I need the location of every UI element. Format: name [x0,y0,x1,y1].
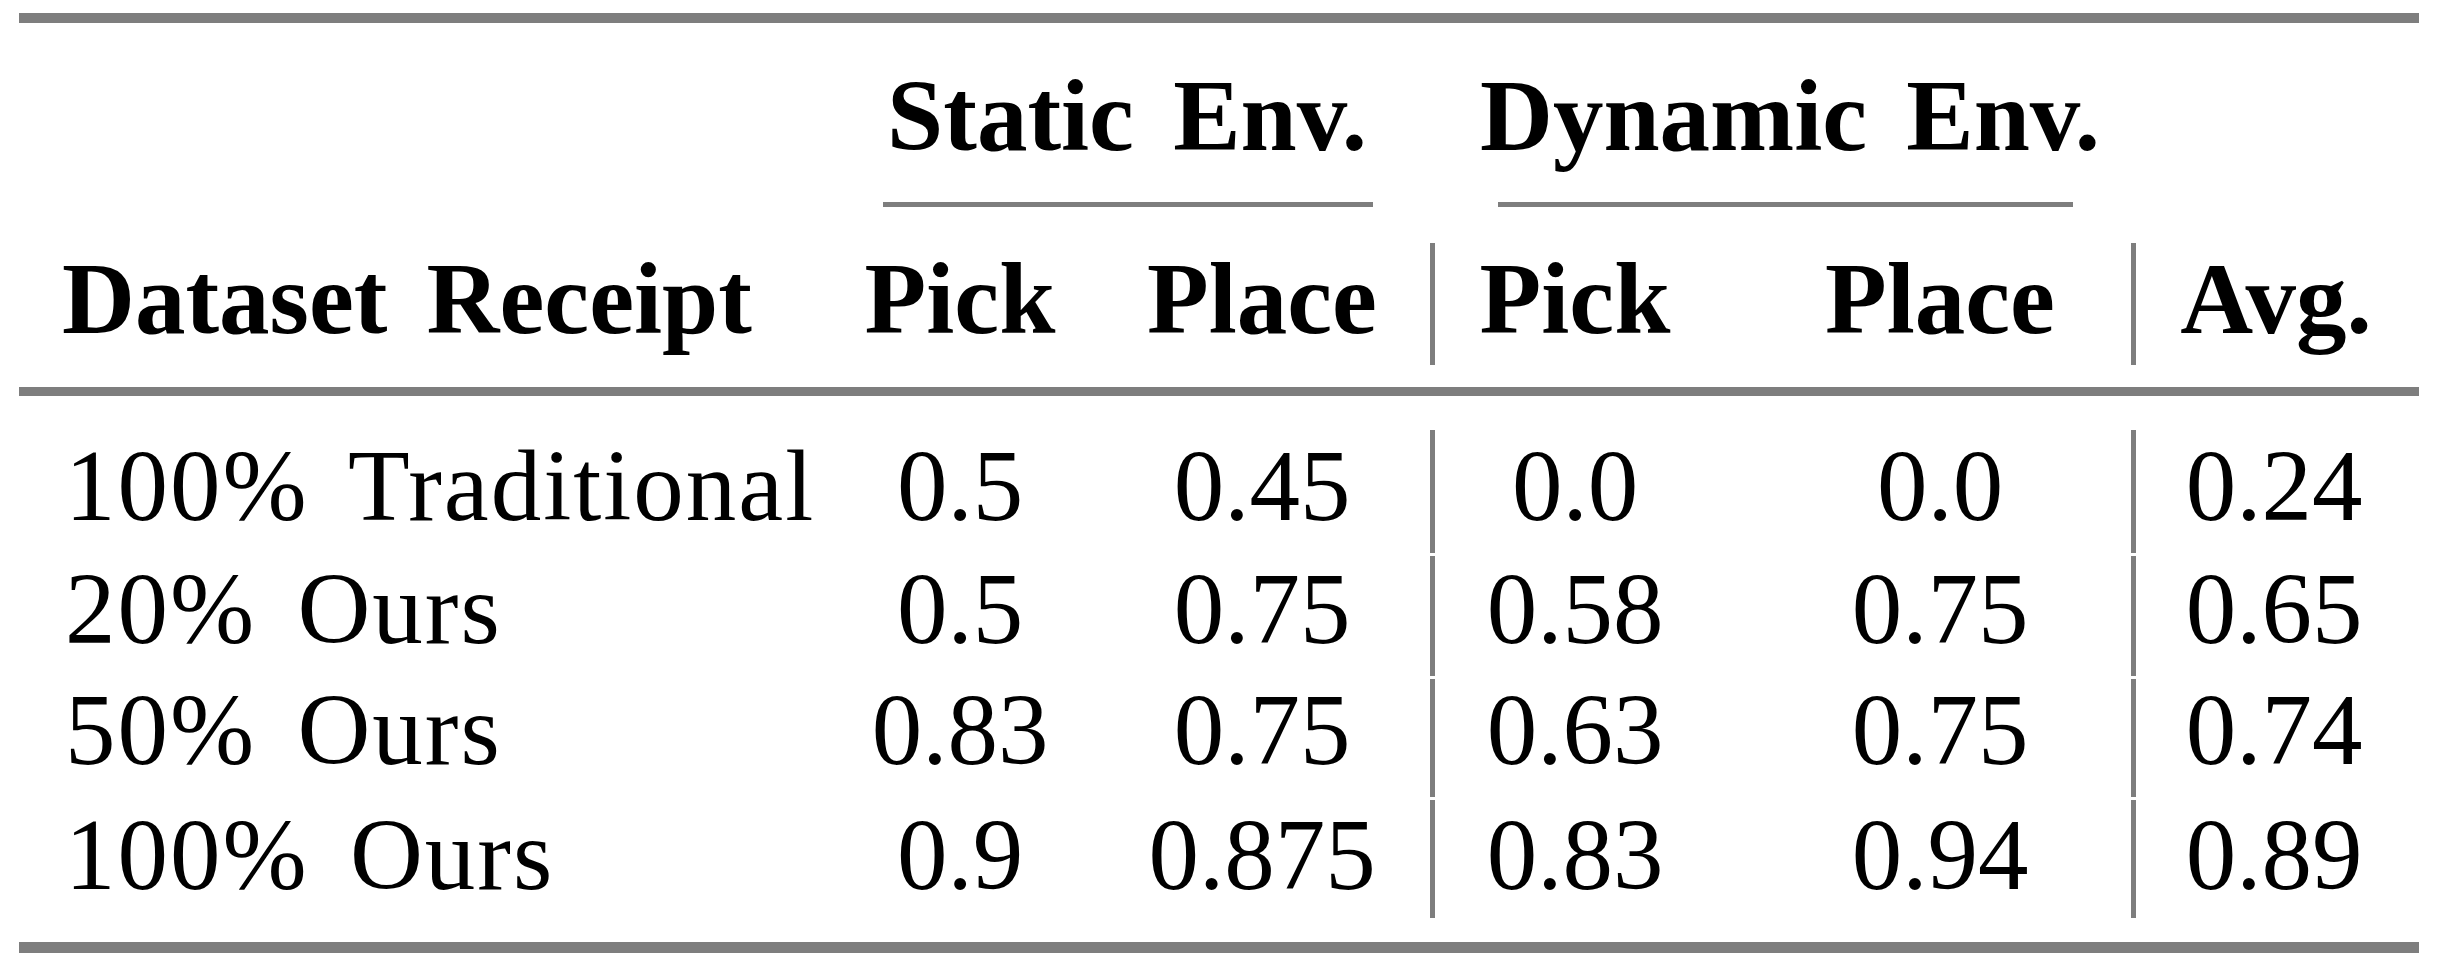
header-dynamic-pick: Pick [1480,244,1671,356]
cell-dynamic-pick: 0.58 [1487,554,1664,666]
cell-dynamic-pick: 0.83 [1487,800,1664,912]
body-vline-1-seg2 [1430,556,1435,676]
cell-static-place: 0.45 [1174,431,1351,543]
header-static-pick: Pick [865,244,1056,356]
cell-avg: 0.74 [2186,675,2363,787]
cell-dynamic-pick: 0.63 [1487,675,1664,787]
cell-static-pick: 0.5 [897,554,1023,666]
header-static-place: Place [1147,244,1377,356]
cell-dynamic-place: 0.0 [1877,431,2003,543]
header-rule [19,387,2419,396]
static-group-underline [883,202,1373,207]
header-vline-1 [1430,243,1435,365]
col-group-dynamic-env: Dynamic Env. [1480,61,2100,173]
body-vline-2-seg2 [2131,556,2136,676]
cell-static-place: 0.75 [1174,554,1351,666]
header-dataset-receipt: Dataset Receipt [62,244,752,356]
header-dynamic-place: Place [1825,244,2055,356]
cell-avg: 0.24 [2186,431,2363,543]
cell-static-place: 0.875 [1148,800,1375,912]
results-table: Static Env. Dynamic Env. Dataset Receipt… [0,0,2440,966]
row-label: 50% Ours [65,675,502,787]
body-vline-2-seg3 [2131,679,2136,797]
body-vline-2-seg1 [2131,430,2136,553]
body-vline-1-seg1 [1430,430,1435,553]
cell-dynamic-place: 0.75 [1852,554,2029,666]
header-vline-2 [2131,243,2136,365]
cell-static-place: 0.75 [1174,675,1351,787]
cell-dynamic-place: 0.94 [1852,800,2029,912]
header-avg: Avg. [2180,244,2372,356]
cell-static-pick: 0.9 [897,800,1023,912]
dynamic-group-underline [1498,202,2073,207]
row-label: 20% Ours [65,554,502,666]
col-group-static-env: Static Env. [887,61,1367,173]
cell-avg: 0.65 [2186,554,2363,666]
body-vline-2-seg4 [2131,800,2136,918]
cell-avg: 0.89 [2186,800,2363,912]
body-vline-1-seg4 [1430,800,1435,918]
bottom-rule [19,942,2419,953]
row-label: 100% Traditional [65,431,815,543]
cell-dynamic-pick: 0.0 [1512,431,1638,543]
row-label: 100% Ours [65,800,554,912]
body-vline-1-seg3 [1430,679,1435,797]
cell-static-pick: 0.83 [872,675,1049,787]
cell-dynamic-place: 0.75 [1852,675,2029,787]
cell-static-pick: 0.5 [897,431,1023,543]
top-rule [19,13,2419,23]
